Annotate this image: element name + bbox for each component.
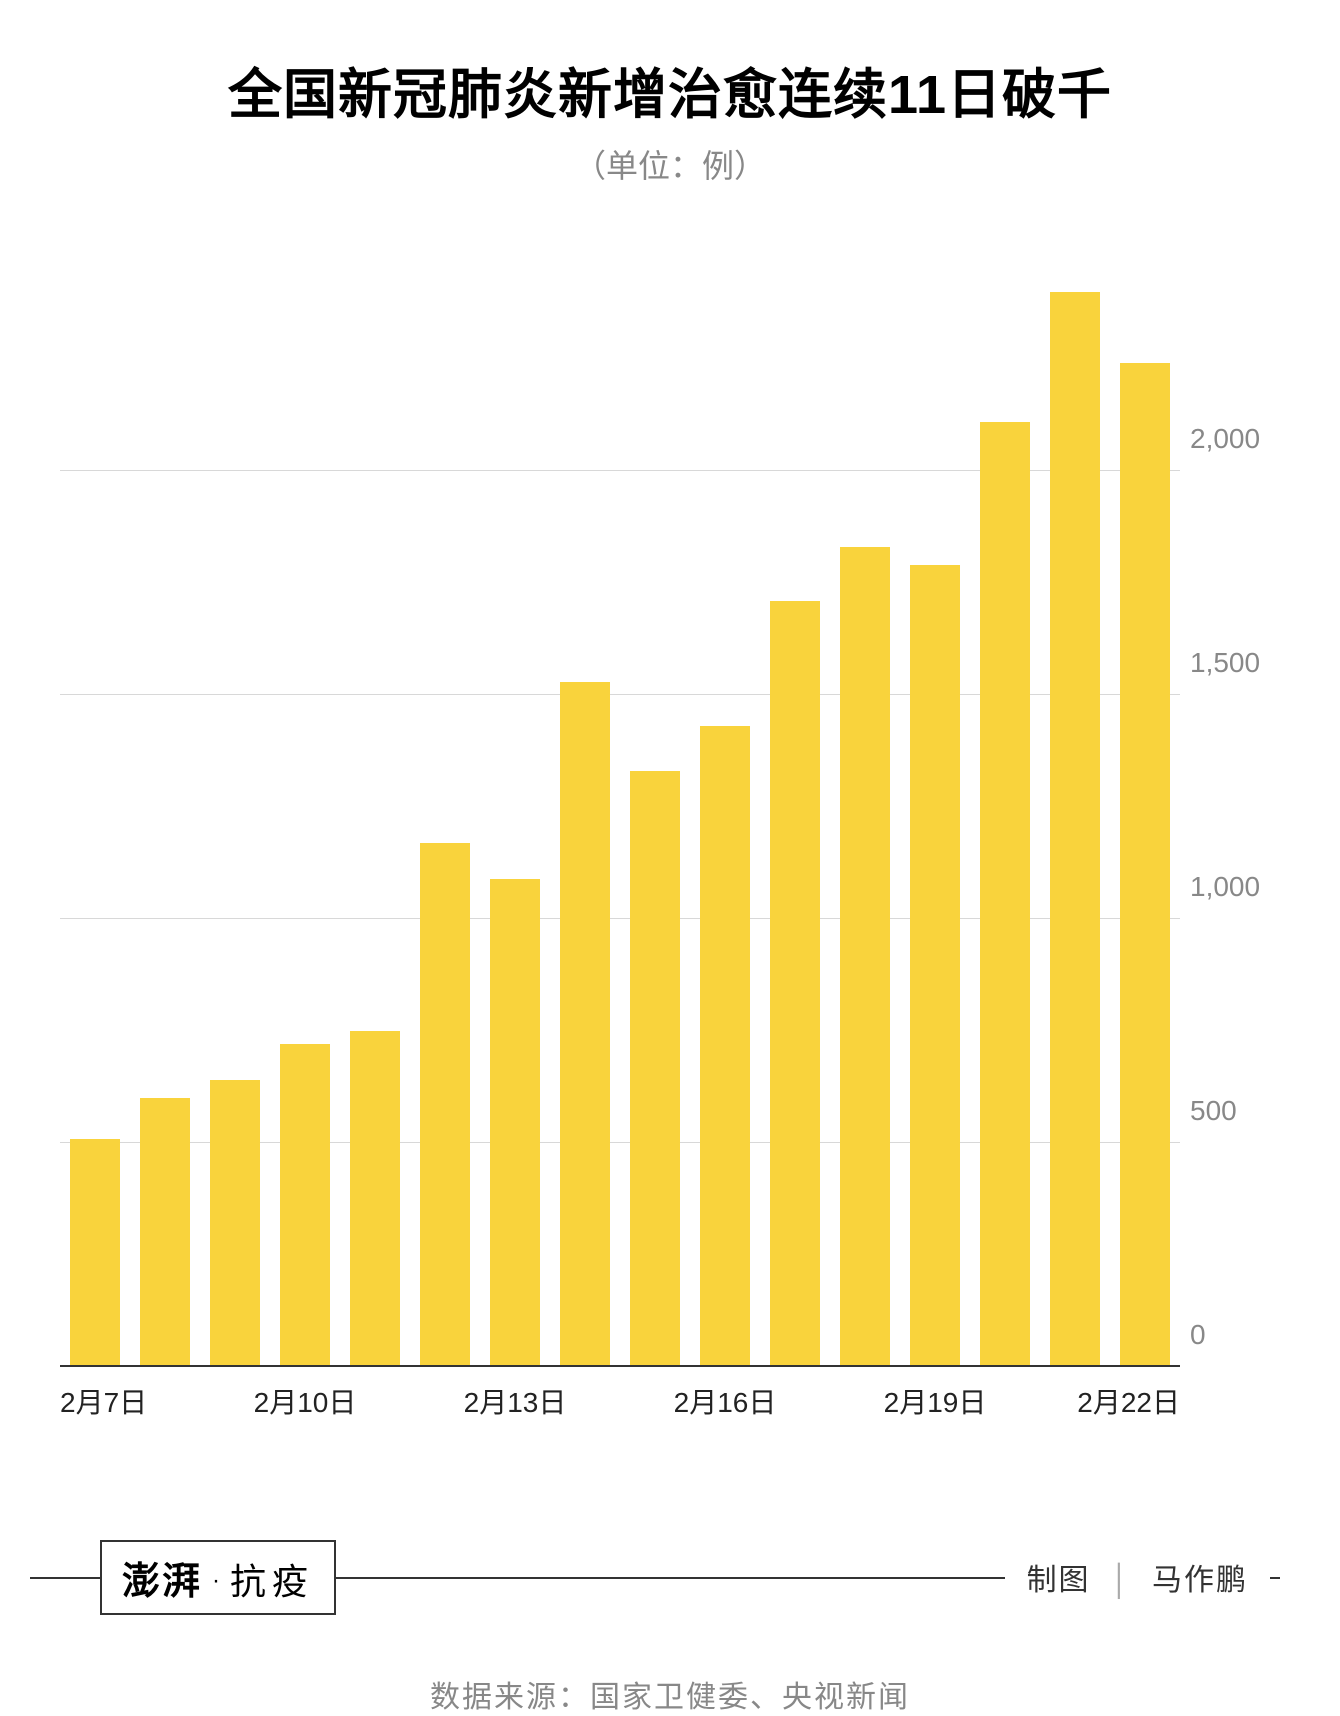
y-axis-tick-label: 500 [1190, 1095, 1290, 1127]
publisher-topic-text: 抗疫 [230, 1553, 314, 1605]
bar [770, 601, 820, 1367]
data-source-line: 数据来源：国家卫健委、央视新闻 [30, 1672, 1310, 1716]
credit-name: 马作鹏 [1152, 1564, 1248, 1597]
bar [1120, 363, 1170, 1367]
x-axis-tick-label: 2月19日 [884, 1381, 987, 1421]
x-axis-tick-label: 2月7日 [60, 1381, 147, 1421]
x-axis-tick-label: 2月13日 [464, 1381, 567, 1421]
bar-slot [620, 247, 690, 1367]
bar-slot: 2月13日 [480, 247, 550, 1367]
bar-slot [760, 247, 830, 1367]
bar [560, 682, 610, 1367]
chart-container: 全国新冠肺炎新增治愈连续11日破千 （单位：例） 2月7日2月10日2月13日2… [0, 0, 1340, 1660]
bar-slot [1040, 247, 1110, 1367]
bar-slot [340, 247, 410, 1367]
x-axis-tick-label: 2月22日 [1077, 1381, 1180, 1421]
bar-slot [410, 247, 480, 1367]
bar [840, 547, 890, 1367]
bar [140, 1098, 190, 1367]
bar-slot: 2月16日 [690, 247, 760, 1367]
bar [350, 1031, 400, 1367]
plot-area: 2月7日2月10日2月13日2月16日2月19日2月22日 05001,0001… [60, 247, 1180, 1367]
x-axis-tick-label: 2月10日 [254, 1381, 357, 1421]
chart-title: 全国新冠肺炎新增治愈连续11日破千 [30, 50, 1310, 129]
y-axis-tick-label: 0 [1190, 1319, 1290, 1351]
bar [910, 565, 960, 1367]
publisher-logo-text: 澎湃 [122, 1550, 202, 1605]
bar [280, 1044, 330, 1367]
bar-slot: 2月22日 [1110, 247, 1180, 1367]
badge-separator-dot: · [212, 1567, 220, 1595]
bar [210, 1080, 260, 1367]
bar [700, 726, 750, 1367]
bar-slot: 2月10日 [270, 247, 340, 1367]
y-axis-tick-label: 1,000 [1190, 871, 1290, 903]
bar-slot [830, 247, 900, 1367]
chart-subtitle: （单位：例） [30, 141, 1310, 187]
bar-slot [130, 247, 200, 1367]
bar-slot: 2月7日 [60, 247, 130, 1367]
bar [1050, 292, 1100, 1367]
bar-slot [200, 247, 270, 1367]
chart-wrapper: 2月7日 2月10日 2月13日 2月16日 2月19日 2月22日 0 500 1,000 1… [30, 247, 1310, 1427]
bar-slot [550, 247, 620, 1367]
bar-slot [970, 247, 1040, 1367]
x-axis-baseline [60, 1365, 1180, 1367]
bar [490, 879, 540, 1367]
x-axis-tick-label: 2月16日 [674, 1381, 777, 1421]
y-axis-tick-label: 2,000 [1190, 423, 1290, 455]
y-axis-tick-label: 1,500 [1190, 647, 1290, 679]
bar [420, 843, 470, 1367]
credit-box: 制图 │ 马作鹏 [1005, 1555, 1270, 1599]
bar [70, 1139, 120, 1367]
bar [630, 771, 680, 1367]
bars-group: 2月7日 2月10日 2月13日 2月16日 2月19日 2月22日 [60, 247, 1180, 1367]
bar-slot: 2月19日 [900, 247, 970, 1367]
credit-separator: │ [1111, 1564, 1132, 1597]
publisher-badge: 澎湃 · 抗疫 [100, 1540, 336, 1615]
credit-label: 制图 [1027, 1564, 1091, 1597]
bar [980, 422, 1030, 1367]
footer-row: 澎湃 · 抗疫 制图 │ 马作鹏 [30, 1537, 1310, 1617]
